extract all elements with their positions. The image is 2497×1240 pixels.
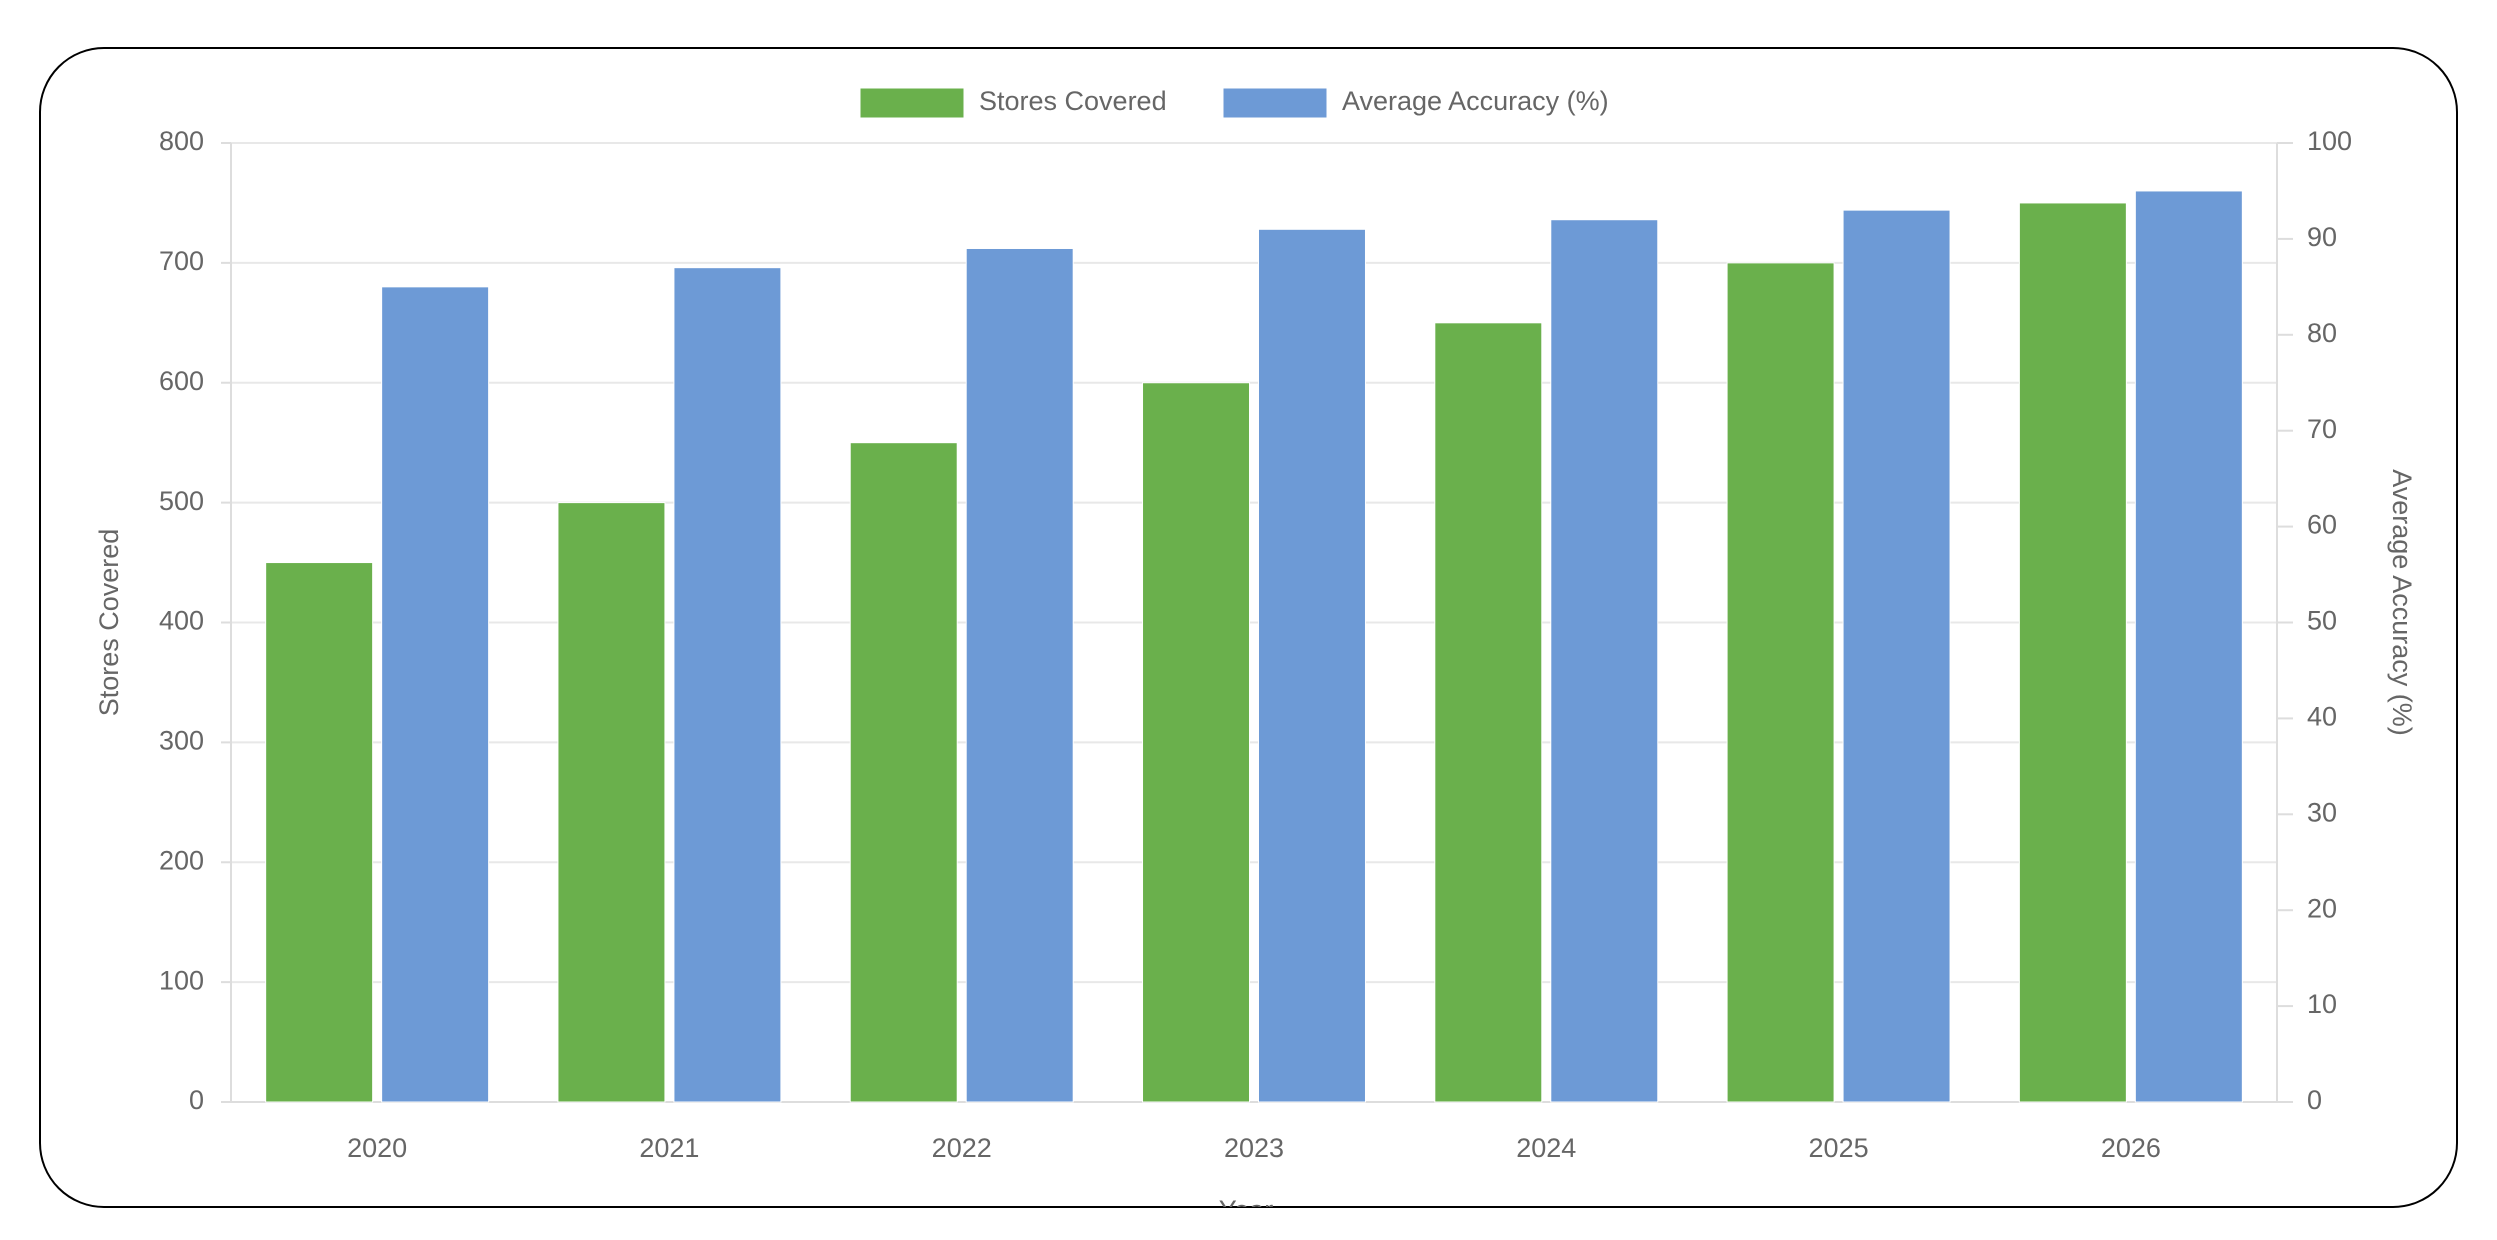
bar <box>1726 262 1835 1103</box>
y2-axis-title: Average Accuracy (%) <box>2387 469 2417 736</box>
bar <box>1842 209 1951 1103</box>
bar <box>2134 190 2243 1103</box>
y2-tick-label: 70 <box>2307 414 2337 444</box>
y2-tick-label: 40 <box>2307 702 2337 732</box>
y2-tick-label: 20 <box>2307 893 2337 923</box>
y-tick-label: 0 <box>189 1085 204 1115</box>
x-tick-label: 2023 <box>1224 1133 1284 1163</box>
y2-tick-label: 100 <box>2307 126 2352 156</box>
y-tick-label: 700 <box>159 246 204 276</box>
bar <box>557 502 666 1103</box>
y-tick-label: 100 <box>159 965 204 995</box>
x-axis-title: Year <box>1219 1195 1274 1225</box>
bar <box>965 247 1074 1103</box>
y2-tick-label: 10 <box>2307 989 2337 1019</box>
x-tick-label: 2021 <box>639 1133 699 1163</box>
x-tick-label: 2026 <box>2101 1133 2161 1163</box>
y2-tick-label: 80 <box>2307 318 2337 348</box>
y-tick-label: 300 <box>159 726 204 756</box>
x-tick-label: 2025 <box>1809 1133 1869 1163</box>
y-axis-title: Stores Covered <box>94 529 124 717</box>
bar <box>381 286 490 1103</box>
bar <box>1258 228 1366 1103</box>
bar <box>2018 202 2127 1103</box>
y-tick-label: 600 <box>159 366 204 396</box>
bar <box>265 562 374 1103</box>
y-tick-label: 500 <box>159 486 204 516</box>
legend-label: Average Accuracy (%) <box>1342 86 1609 116</box>
y2-tick-label: 50 <box>2307 606 2337 636</box>
y2-tick-label: 30 <box>2307 797 2337 827</box>
x-tick-label: 2020 <box>347 1133 407 1163</box>
plot-area: 0 100 200 300 400 500 600 700 800 0 10 20 30 40 50 60 70… <box>94 86 2417 1225</box>
bar <box>1142 382 1251 1103</box>
y2-tick-label: 60 <box>2307 510 2337 540</box>
legend-swatch <box>1222 87 1328 119</box>
y-tick-label: 400 <box>159 606 204 636</box>
x-tick-label: 2024 <box>1516 1133 1576 1163</box>
bar <box>849 442 958 1103</box>
bar <box>1550 219 1659 1103</box>
y2-tick-label: 0 <box>2307 1085 2322 1115</box>
legend-label: Stores Covered <box>979 86 1167 116</box>
bar <box>1434 322 1543 1103</box>
bar <box>673 267 782 1103</box>
x-tick-label: 2022 <box>932 1133 992 1163</box>
y-tick-label: 200 <box>159 845 204 875</box>
y-tick-label: 800 <box>159 126 204 156</box>
y2-tick-label: 90 <box>2307 222 2337 252</box>
legend-swatch <box>859 87 965 119</box>
